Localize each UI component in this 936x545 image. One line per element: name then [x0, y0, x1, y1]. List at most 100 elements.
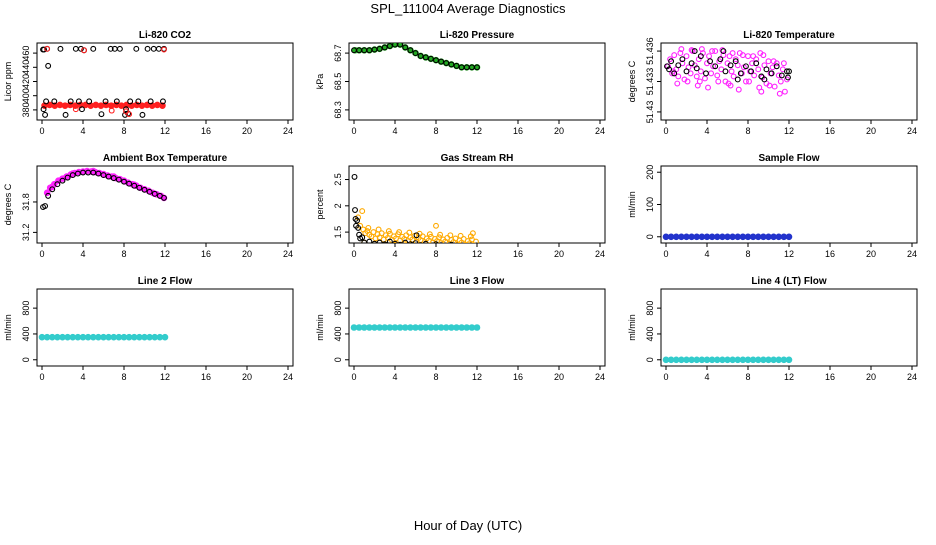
x-tick-label: 0 — [351, 249, 356, 259]
x-tick-label: 20 — [866, 372, 876, 382]
y-tick-label: 440 — [21, 60, 31, 75]
data-point — [433, 57, 439, 64]
data-point — [44, 45, 51, 52]
data-point — [707, 58, 714, 65]
data-point — [671, 70, 678, 77]
series-1 — [355, 208, 479, 243]
data-point — [460, 242, 463, 243]
x-tick-label: 4 — [392, 372, 397, 382]
data-point — [755, 66, 762, 73]
y-axis-label: Licor ppm — [3, 62, 13, 102]
data-point — [77, 45, 84, 52]
data-point — [136, 184, 143, 191]
data-point — [730, 73, 737, 80]
data-point — [351, 173, 358, 180]
data-point — [385, 228, 392, 235]
data-point — [472, 242, 476, 243]
plot-frame — [348, 165, 606, 244]
y-axis-label: ml/min — [627, 191, 637, 218]
data-point — [72, 106, 79, 113]
data-point — [42, 203, 49, 209]
data-point — [376, 45, 383, 52]
data-point — [95, 170, 102, 177]
data-point — [729, 50, 736, 57]
data-point — [107, 45, 114, 52]
data-point — [359, 234, 366, 241]
data-point — [75, 98, 82, 105]
x-tick-label: 20 — [242, 372, 252, 382]
plot-frame — [660, 288, 918, 367]
chart-panel-4: Ambient Box Temperature degrees C 0 4 8 12 16 2… — [3, 153, 294, 259]
data-point — [698, 46, 705, 52]
plot-frame — [36, 288, 294, 367]
figure-title: SPL_111004 Average Diagnostics — [370, 1, 566, 16]
data-point — [473, 324, 481, 331]
x-tick-label: 0 — [663, 372, 668, 382]
series-2 — [662, 233, 793, 241]
data-point — [438, 58, 445, 65]
data-point — [734, 76, 741, 83]
data-point — [679, 56, 686, 63]
data-point — [780, 60, 787, 67]
y-tick-label: 400 — [645, 326, 655, 341]
chart-title: Ambient Box Temperature — [103, 153, 228, 164]
data-point — [683, 53, 690, 60]
x-tick-label: 16 — [513, 126, 523, 136]
x-tick-label: 0 — [351, 372, 356, 382]
data-point — [765, 58, 772, 65]
x-tick-label: 16 — [825, 249, 835, 259]
data-point — [785, 356, 793, 364]
x-tick-label: 8 — [745, 372, 750, 382]
data-point — [719, 47, 726, 54]
data-point — [59, 177, 66, 184]
x-tick-label: 8 — [745, 126, 750, 136]
y-tick-label: 68.3 — [333, 101, 343, 119]
data-point — [678, 46, 685, 52]
data-point — [739, 52, 746, 59]
data-point — [773, 63, 780, 70]
chart-title: Li-820 Temperature — [743, 30, 835, 41]
data-point — [469, 230, 476, 237]
x-tick-label: 20 — [242, 126, 252, 136]
y-tick-label: 200 — [645, 165, 655, 180]
data-point — [141, 186, 148, 193]
data-point — [150, 45, 157, 52]
data-point — [777, 78, 784, 85]
x-tick-label: 8 — [433, 249, 438, 259]
y-tick-label: 68.7 — [333, 44, 343, 62]
data-point — [727, 82, 734, 89]
data-point — [474, 64, 480, 71]
data-point — [139, 111, 146, 118]
y-tick-label: 68.5 — [333, 73, 343, 91]
data-point — [160, 98, 166, 105]
data-point — [696, 78, 703, 85]
chart-panel-8: Line 3 Flow ml/min 0 4 8 12 16 20 24 0 400 800 — [315, 276, 606, 382]
figure-x-axis-label: Hour of Day (UTC) — [413, 518, 523, 533]
x-tick-label: 12 — [160, 126, 170, 136]
x-tick-label: 24 — [907, 126, 917, 136]
y-tick-label: 51.436 — [645, 37, 655, 65]
data-point — [675, 73, 682, 80]
data-point — [422, 54, 429, 61]
data-points — [351, 173, 479, 243]
data-point — [113, 98, 120, 105]
data-point — [161, 194, 167, 201]
data-point — [51, 98, 58, 105]
data-point — [49, 186, 56, 193]
y-tick-label: 400 — [333, 326, 343, 341]
data-point — [86, 98, 93, 105]
chart-title: Gas Stream RH — [441, 153, 514, 164]
data-point — [54, 181, 61, 188]
data-point — [144, 45, 151, 52]
data-point — [412, 240, 419, 243]
x-tick-label: 16 — [513, 372, 523, 382]
x-tick-label: 12 — [784, 372, 794, 382]
y-axis-label: ml/min — [627, 314, 637, 341]
data-point — [402, 44, 409, 51]
data-point — [102, 98, 109, 105]
series-1 — [665, 46, 790, 97]
chart-title: Line 2 Flow — [138, 276, 193, 287]
data-point — [392, 240, 398, 243]
data-point — [684, 78, 691, 85]
x-tick-label: 24 — [283, 126, 293, 136]
